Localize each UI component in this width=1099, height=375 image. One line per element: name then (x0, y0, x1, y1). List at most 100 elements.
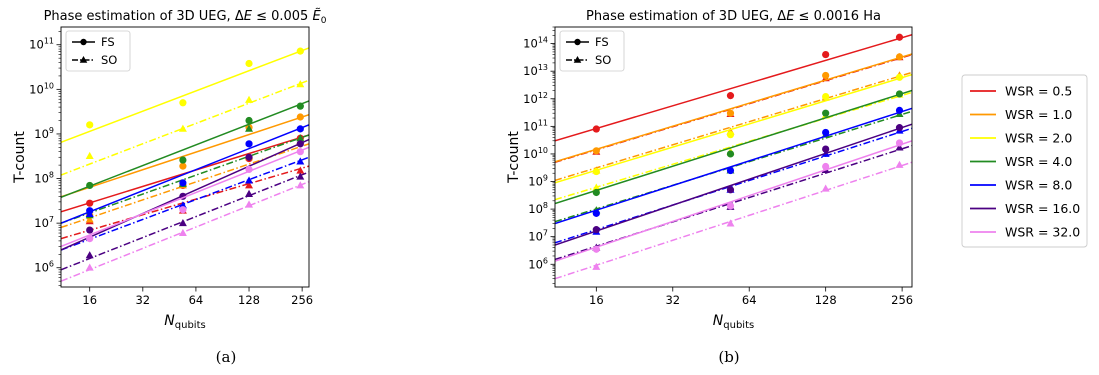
fs-fit-line-wsr-32-0 (555, 140, 912, 262)
fs-point-wsr-32-0 (245, 165, 253, 174)
fs-point-wsr-8-0 (296, 125, 304, 133)
fs-fit-line-wsr-2-0 (555, 73, 912, 184)
fs-point-wsr-32-0 (296, 148, 304, 156)
fs-point-wsr-8-0 (726, 166, 735, 175)
y-tick-label: 107 (34, 215, 54, 230)
so-point-wsr-16-0 (85, 251, 94, 259)
fs-point-wsr-16-0 (296, 140, 304, 148)
fs-point-wsr-0-5 (86, 199, 94, 207)
fs-fit-line-wsr-1-0 (555, 53, 912, 163)
fs-point-wsr-8-0 (895, 106, 904, 114)
so-point-wsr-0-5 (245, 181, 254, 189)
fs-point-wsr-32-0 (822, 162, 830, 171)
x-tick-label: 128 (815, 293, 837, 307)
fs-point-wsr-16-0 (86, 226, 94, 234)
so-point-wsr-32-0 (178, 228, 187, 236)
y-axis-label: T-count (506, 131, 522, 184)
fs-fit-line-wsr-32-0 (61, 146, 309, 248)
fs-point-wsr-2-0 (245, 59, 253, 68)
y-tick-label: 1012 (523, 91, 548, 106)
y-tick-label: 106 (34, 260, 54, 275)
fs-point-wsr-1-0 (296, 113, 304, 121)
y-tick-label: 109 (528, 174, 548, 189)
so-point-wsr-32-0 (726, 219, 735, 227)
y-tick-label: 1014 (523, 36, 548, 51)
y-tick-label: 1011 (29, 37, 54, 52)
fs-point-wsr-8-0 (822, 128, 830, 137)
fs-point-wsr-4-0 (86, 181, 94, 190)
so-point-wsr-2-0 (178, 124, 187, 132)
legend-so-label: SO (595, 53, 611, 67)
fs-point-wsr-4-0 (726, 150, 735, 158)
fs-point-wsr-1-0 (726, 109, 735, 117)
axes-frame (60, 26, 310, 288)
fs-point-wsr-2-0 (592, 167, 600, 176)
fs-point-wsr-16-0 (245, 153, 253, 161)
so-point-wsr-32-0 (821, 184, 830, 192)
style-legend-box (65, 30, 131, 72)
so-fit-line-wsr-1-0 (555, 71, 912, 182)
plot-area (555, 33, 912, 280)
fs-point-wsr-32-0 (592, 245, 600, 253)
wsr-legend-label: WSR = 8.0 (1005, 178, 1072, 193)
so-point-wsr-16-0 (895, 143, 904, 151)
so-fit-line-wsr-8-0 (61, 156, 309, 251)
legend-fs-label: FS (101, 35, 115, 49)
fs-point-wsr-2-0 (895, 73, 904, 81)
fs-point-wsr-0-5 (895, 33, 904, 41)
so-point-wsr-2-0 (296, 80, 305, 88)
fs-point-wsr-16-0 (592, 226, 600, 234)
fs-point-wsr-1-0 (822, 71, 830, 80)
y-axis-label: T-count (12, 131, 28, 184)
so-point-wsr-4-0 (245, 124, 254, 132)
fs-point-wsr-16-0 (726, 186, 735, 194)
fs-point-wsr-1-0 (592, 147, 600, 155)
legend-fs-label: FS (595, 35, 609, 49)
y-tick-label: 1013 (523, 63, 548, 78)
fs-point-wsr-0-5 (726, 92, 735, 100)
fs-point-wsr-0-5 (592, 125, 600, 133)
panel-a: Phase estimation of 3D UEG, ΔE ≤ 0.005 E… (12, 8, 327, 331)
so-point-wsr-16-0 (296, 172, 305, 180)
y-tick-label: 109 (34, 126, 54, 141)
fs-fit-line-wsr-4-0 (61, 100, 309, 198)
plot-area (61, 47, 309, 282)
so-point-wsr-16-0 (245, 189, 254, 197)
legend-fs-marker (574, 38, 581, 46)
fs-point-wsr-32-0 (726, 202, 735, 210)
wsr-legend-label: WSR = 32.0 (1005, 225, 1080, 240)
y-tick-label: 107 (528, 229, 548, 244)
wsr-legend-label: WSR = 1.0 (1005, 107, 1072, 122)
wsr-legend-label: WSR = 4.0 (1005, 154, 1072, 169)
so-point-wsr-32-0 (895, 160, 904, 168)
so-point-wsr-2-0 (592, 183, 601, 191)
fs-fit-line-wsr-8-0 (61, 124, 309, 224)
fs-point-wsr-1-0 (179, 162, 187, 170)
so-point-wsr-8-0 (85, 209, 94, 217)
x-tick-label: 16 (589, 293, 604, 307)
fs-point-wsr-8-0 (592, 209, 600, 217)
fs-point-wsr-8-0 (179, 179, 187, 187)
wsr-legend-label: WSR = 2.0 (1005, 131, 1072, 146)
so-fit-line-wsr-2-0 (61, 79, 309, 176)
x-axis-label: Nqubits (713, 313, 754, 331)
so-point-wsr-32-0 (296, 181, 305, 189)
chart-title: Phase estimation of 3D UEG, ΔE ≤ 0.005 E… (44, 8, 327, 26)
panel-b: Phase estimation of 3D UEG, ΔE ≤ 0.0016 … (506, 9, 913, 331)
fs-fit-line-wsr-1-0 (61, 113, 309, 198)
wsr-legend-label: WSR = 16.0 (1005, 201, 1080, 216)
so-fit-line-wsr-2-0 (555, 91, 912, 201)
x-axis-label: Nqubits (164, 313, 205, 331)
wsr-legend-label: WSR = 0.5 (1005, 84, 1072, 99)
fs-point-wsr-4-0 (296, 102, 304, 110)
fs-point-wsr-4-0 (592, 188, 600, 197)
fs-point-wsr-2-0 (822, 92, 830, 101)
style-legend: FS SO (65, 30, 131, 72)
so-fit-line-wsr-0-5 (61, 165, 309, 240)
x-tick-label: 32 (135, 293, 150, 307)
so-point-wsr-2-0 (245, 95, 254, 103)
fs-point-wsr-32-0 (86, 235, 94, 243)
style-legend-box (559, 30, 625, 72)
fs-point-wsr-4-0 (895, 90, 904, 98)
